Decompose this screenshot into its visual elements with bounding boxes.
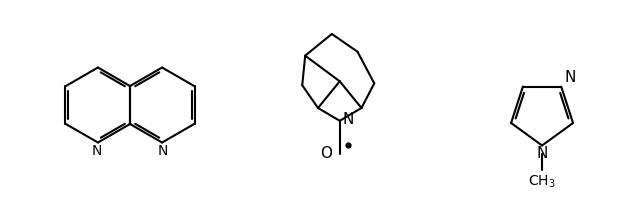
Text: N: N — [342, 112, 354, 127]
Text: N: N — [564, 70, 575, 85]
Text: N: N — [536, 147, 548, 161]
Text: CH$_3$: CH$_3$ — [528, 173, 556, 190]
Text: O: O — [320, 146, 332, 161]
Text: N: N — [92, 144, 102, 158]
Text: N: N — [158, 144, 168, 158]
